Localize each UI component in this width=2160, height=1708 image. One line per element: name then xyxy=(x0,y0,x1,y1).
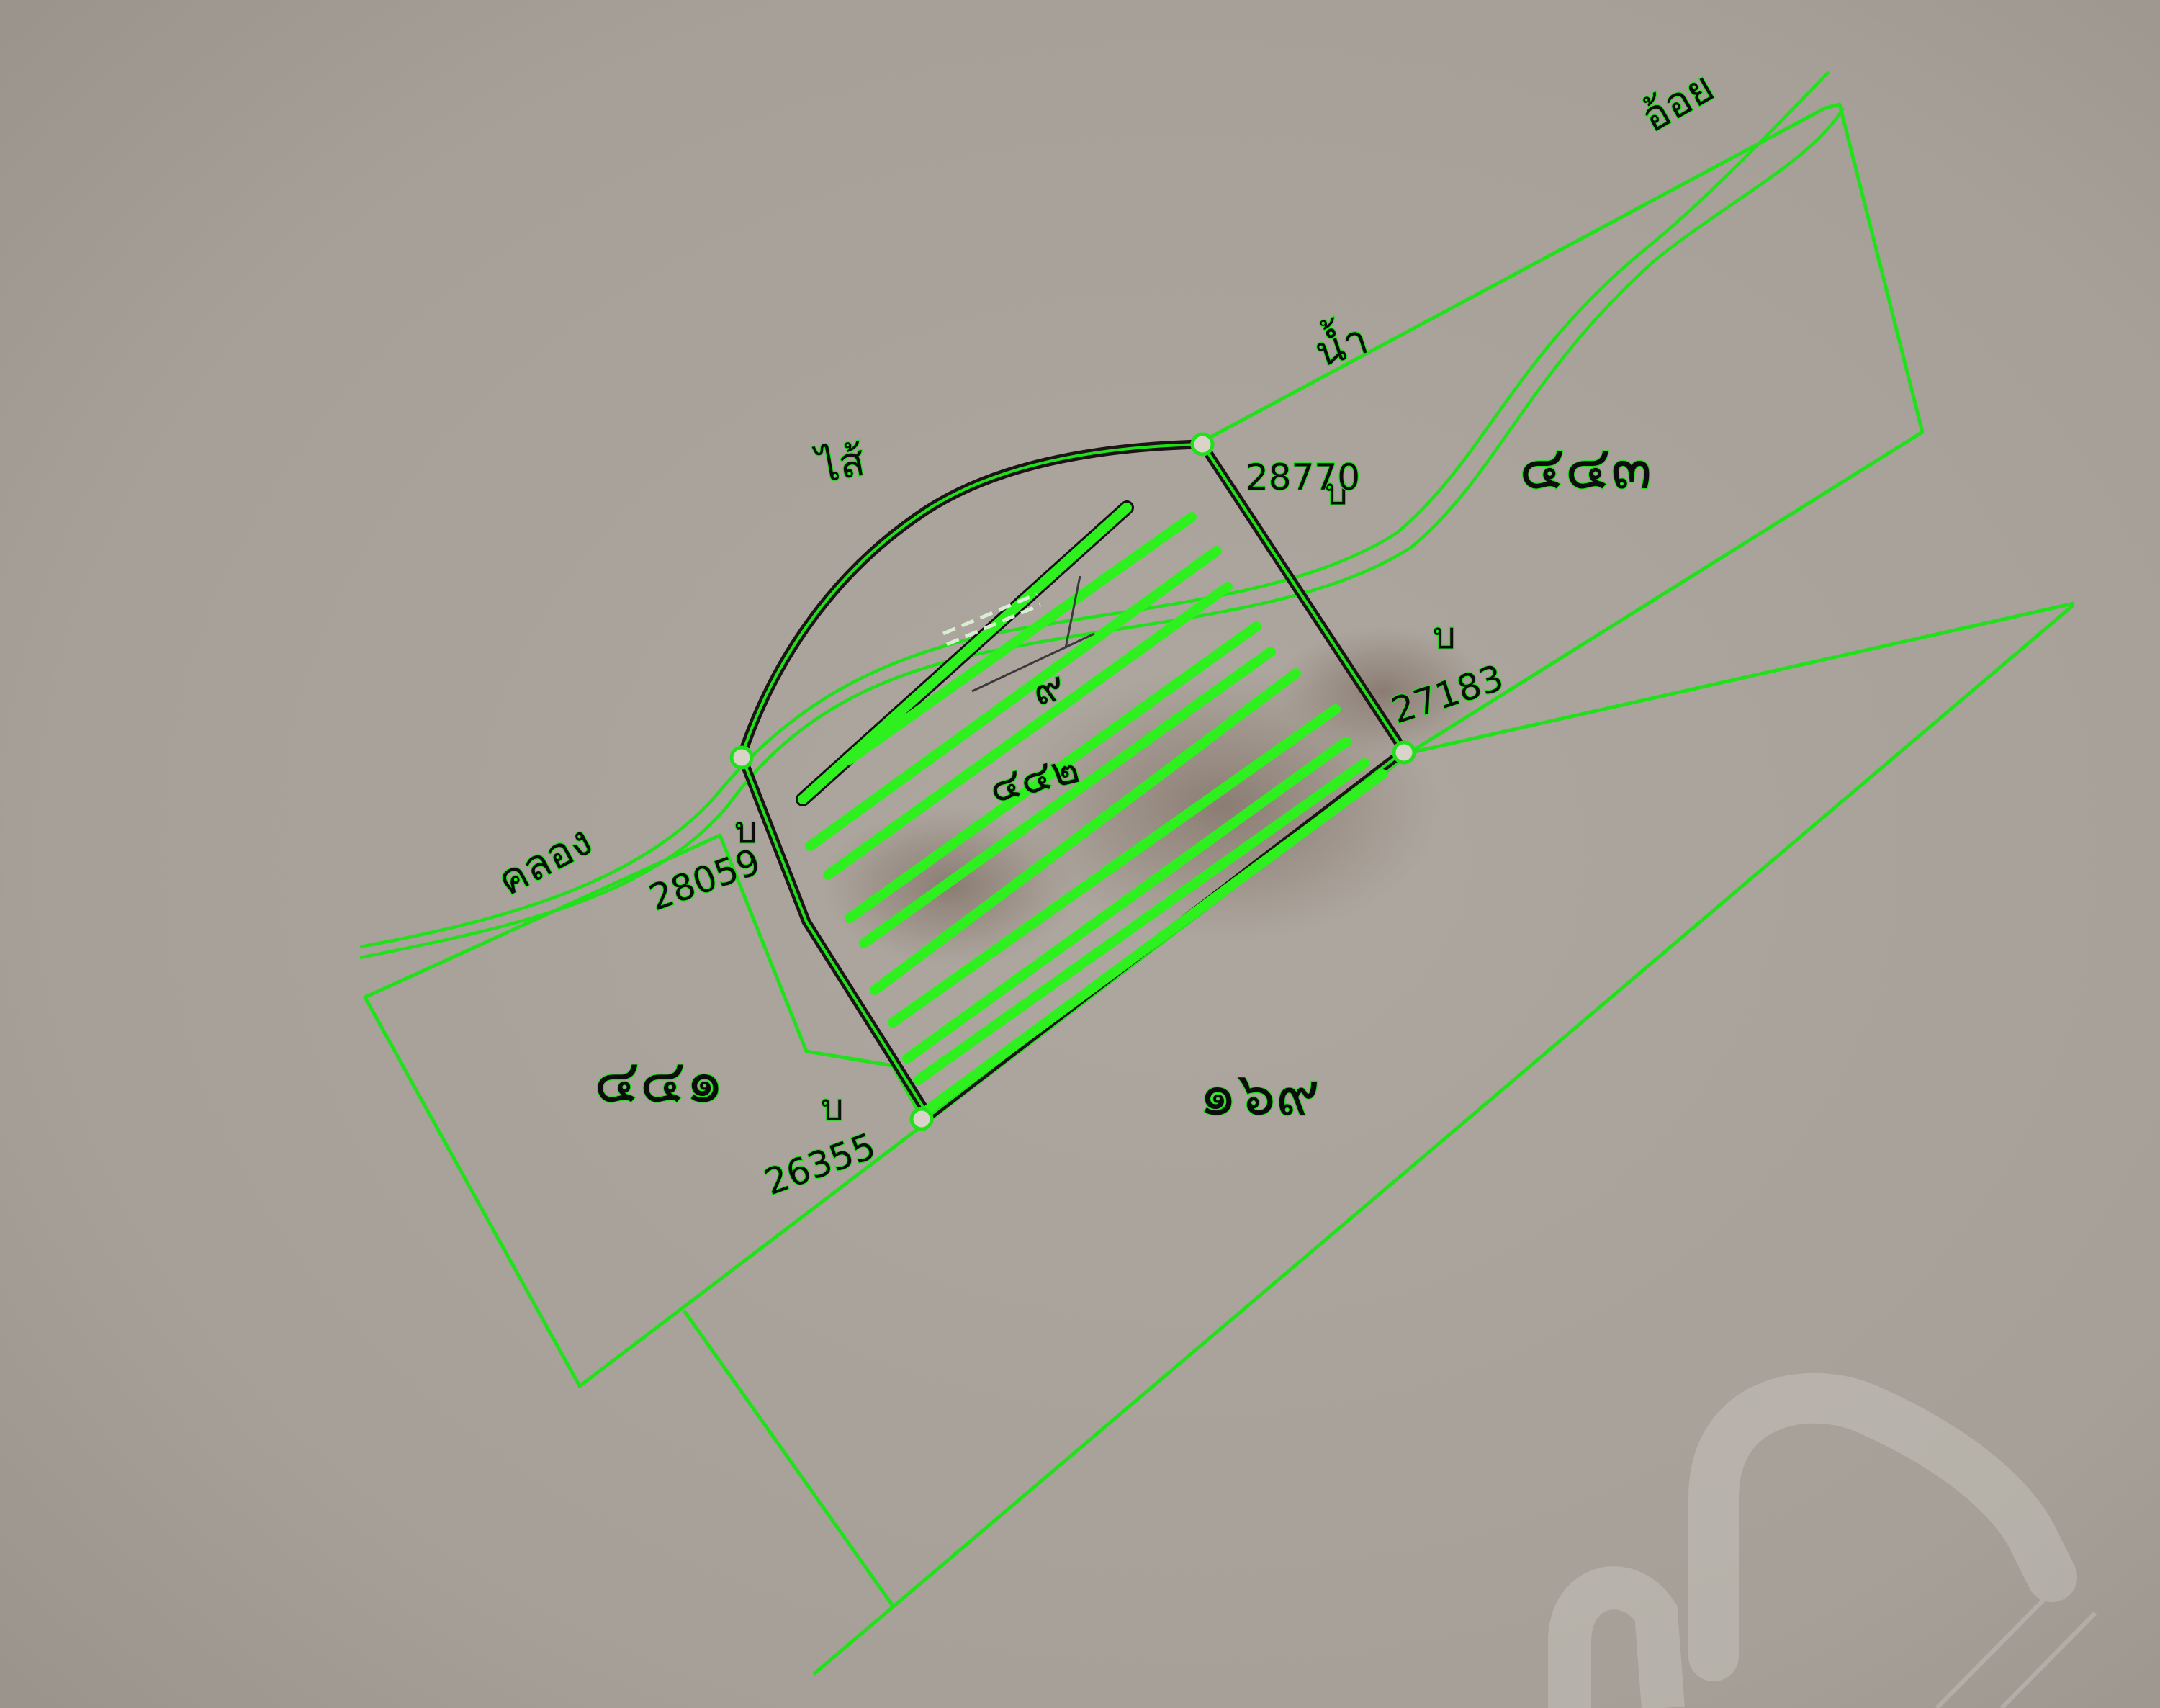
hatch-line xyxy=(845,621,1261,923)
hatch-line xyxy=(924,769,1387,1114)
watermark-logo xyxy=(1548,1372,2097,1708)
parcel-boundary-169-west xyxy=(682,1309,895,1607)
survey-point-prefix: บ xyxy=(821,1087,844,1128)
survey-point-prefix: บ xyxy=(1433,615,1456,657)
hatch-line xyxy=(845,512,1197,765)
survey-marker xyxy=(1190,432,1215,457)
pencil-mark xyxy=(946,603,1041,647)
hatch-line xyxy=(805,546,1222,851)
survey-point-prefix: บ xyxy=(734,809,757,851)
paper-stain xyxy=(1274,626,1490,756)
parcel-number-169: ๑๖๙ xyxy=(1199,1058,1320,1129)
parcel-number-443: ๔๔๓ xyxy=(1519,432,1652,503)
subject-parcel-hatching xyxy=(796,500,1387,1114)
parcel-number-441: ๔๔๑ xyxy=(594,1046,724,1116)
hatch-line xyxy=(859,647,1276,948)
road-line xyxy=(812,603,2075,1676)
pencil-mark xyxy=(1064,575,1081,649)
hatch-line xyxy=(888,704,1341,1028)
survey-marker xyxy=(729,745,754,770)
subject-parcel-outline-trace xyxy=(740,443,1405,1118)
survey-marker xyxy=(1392,740,1416,765)
survey-point-prefix: บ xyxy=(1325,471,1348,513)
hatch-line xyxy=(870,668,1301,995)
survey-point-id: 28770 xyxy=(1246,457,1360,498)
survey-marker xyxy=(909,1107,934,1131)
pencil-mark xyxy=(942,592,1038,636)
hatch-line xyxy=(823,582,1233,880)
hatch-line xyxy=(913,758,1369,1085)
canal-bank-north xyxy=(359,71,1830,949)
hatch-line xyxy=(902,737,1351,1064)
pencil-mark xyxy=(971,632,1095,693)
waterway-label-sai: ไส้ xyxy=(811,436,868,493)
